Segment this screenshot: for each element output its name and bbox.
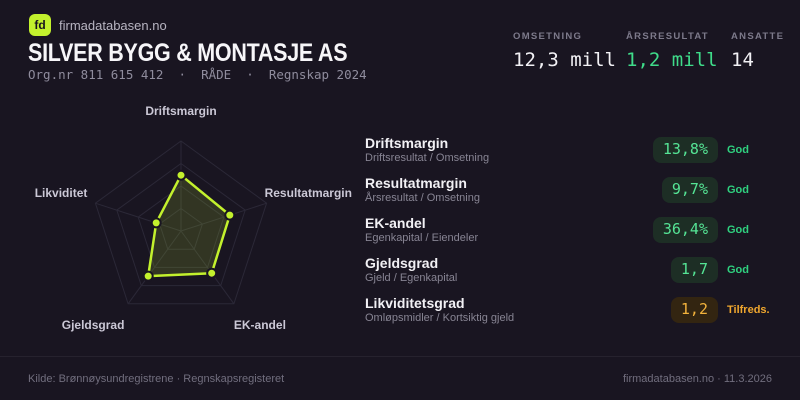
radar-grid-ring — [159, 207, 203, 250]
stat-value: 1,2 mill — [626, 49, 718, 71]
radar-grid-ring — [137, 185, 225, 268]
stat-omsetning: OMSETNING 12,3 mill — [513, 31, 616, 71]
radar-chart: Driftsmargin Resultatmargin EK-andel Gjelds… — [35, 104, 352, 332]
radar-spoke — [180, 202, 267, 232]
radar-data-point — [175, 169, 187, 181]
metric-title: Driftsmargin — [365, 135, 449, 151]
metric-formula: Omløpsmidler / Kortsiktig gjeld — [365, 312, 515, 324]
metric-title: Gjeldsgrad — [365, 255, 439, 271]
radar-chart-container: Driftsmargin Resultatmargin EK-andel Gjelds… — [0, 90, 360, 352]
metric-status-label: God — [727, 184, 749, 196]
stat-value: 12,3 mill — [513, 49, 616, 71]
radar-axis-label: Likviditet — [35, 186, 88, 200]
radar-data-point — [142, 270, 154, 282]
stat-label: ÅRSRESULTAT — [626, 31, 709, 42]
footer-source: Kilde: Brønnøysundregistrene · Regnskaps… — [28, 372, 285, 385]
stat-ansatte: ANSATTE 14 — [731, 31, 784, 71]
radar-spoke — [180, 230, 235, 305]
radar-axis-label: EK-andel — [234, 318, 286, 332]
footer-credit: firmadatabasen.no · 11.3.2026 — [622, 372, 772, 385]
metric-status-label: God — [727, 224, 749, 236]
footer: Kilde: Brønnøysundregistrene · Regnskaps… — [0, 356, 800, 400]
radar-axis-label: Driftsmargin — [145, 104, 216, 118]
metric-status-label: Tilfreds. — [727, 304, 770, 316]
metrics-list: Driftsmargin Driftsresultat / Omsetning … — [365, 130, 773, 330]
brand-name: firmadatabasen.no — [59, 17, 167, 33]
radar-axis-label: Resultatmargin — [265, 186, 352, 200]
stat-label: ANSATTE — [731, 31, 785, 42]
metric-value-badge: 1,2 — [670, 297, 718, 323]
metric-formula: Årsresultat / Omsetning — [365, 192, 480, 204]
radar-axis-label: Gjeldsgrad — [62, 318, 125, 332]
stat-label: OMSETNING — [513, 31, 583, 42]
metric-status-label: God — [727, 144, 749, 156]
radar-data-point — [224, 209, 236, 221]
metric-status-label: God — [727, 264, 749, 276]
metric-row-ek-andel: EK-andel Egenkapital / Eiendeler 36,4% G… — [365, 210, 773, 250]
metric-title: Resultatmargin — [365, 175, 467, 191]
metric-formula: Driftsresultat / Omsetning — [365, 152, 490, 164]
radar-spoke — [95, 202, 182, 232]
metric-formula: Gjeld / Egenkapital — [365, 272, 458, 284]
radar-grid-ring — [94, 140, 268, 305]
metric-row-resultatmargin: Resultatmargin Årsresultat / Omsetning 9… — [365, 170, 773, 210]
radar-grid-ring — [116, 162, 246, 287]
metric-value-badge: 36,4% — [652, 217, 718, 243]
company-name: SILVER BYGG & MONTASJE AS — [28, 39, 348, 67]
metric-value-badge: 9,7% — [661, 177, 718, 203]
stat-value: 14 — [731, 49, 754, 71]
radar-data-point — [150, 217, 162, 229]
radar-data-point — [206, 267, 218, 279]
metric-title: Likviditetsgrad — [365, 295, 465, 311]
radar-data-polygon — [146, 173, 232, 278]
stat-aarsresultat: ÅRSRESULTAT 1,2 mill — [626, 31, 718, 71]
metric-title: EK-andel — [365, 215, 426, 231]
metric-formula: Egenkapital / Eiendeler — [365, 232, 479, 244]
brand-logo-icon: fd — [29, 14, 51, 36]
metric-value-badge: 1,7 — [670, 257, 718, 283]
metric-row-likviditetsgrad: Likviditetsgrad Omløpsmidler / Kortsikti… — [365, 290, 773, 330]
company-meta: Org.nr 811 615 412 · RÅDE · Regnskap 202… — [28, 67, 367, 82]
metric-row-gjeldsgrad: Gjeldsgrad Gjeld / Egenkapital 1,7 God — [365, 250, 773, 290]
metric-row-driftsmargin: Driftsmargin Driftsresultat / Omsetning … — [365, 130, 773, 170]
metric-value-badge: 13,8% — [652, 137, 718, 163]
radar-spoke — [127, 230, 182, 305]
